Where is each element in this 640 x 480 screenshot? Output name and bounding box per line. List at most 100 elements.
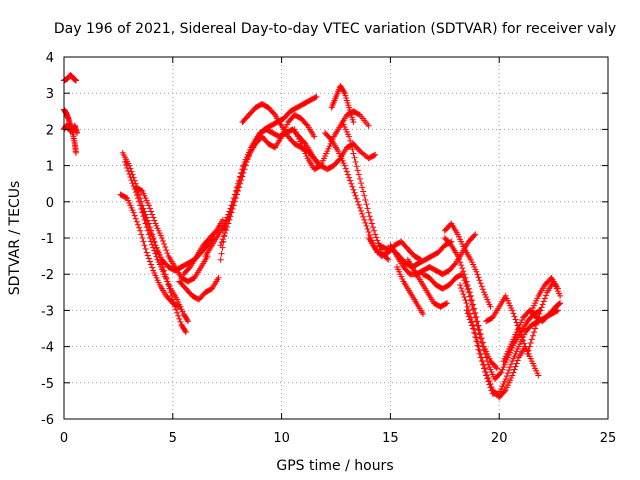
data-point-marker [508,361,515,368]
data-point-marker [471,305,478,312]
data-point-marker [512,316,519,323]
data-point-marker [130,209,137,216]
x-tick-label: 5 [169,431,177,446]
data-point-marker [488,387,495,394]
data-point-marker [520,337,527,344]
data-point-marker [327,136,334,143]
data-point-marker [125,168,132,175]
data-point-marker [505,367,512,374]
data-point-marker [150,236,157,243]
data-point-marker [464,303,471,310]
data-point-marker [475,274,482,281]
data-point-marker [151,239,158,246]
data-point-marker [346,133,353,140]
data-point-marker [176,303,183,310]
data-point-marker [363,201,370,208]
data-point-marker [350,150,357,157]
data-point-marker [158,235,165,241]
data-point-marker [356,204,363,211]
data-point-marker [487,303,494,310]
data-point-marker [139,206,146,213]
data-point-marker [349,183,356,190]
data-point-marker [464,310,471,317]
data-point-marker [474,318,481,325]
data-point-marker [340,88,347,95]
data-point-marker [356,175,363,182]
data-point-marker [175,303,182,310]
data-point-marker [459,288,466,295]
data-point-marker [145,202,152,209]
data-point-marker [131,212,138,219]
data-point-marker [462,297,469,304]
data-point-marker [554,285,561,292]
data-point-marker [487,384,494,391]
data-point-marker [478,335,485,342]
data-point-marker [138,187,145,194]
data-point-marker [482,368,489,375]
data-point-marker [364,225,371,232]
data-point-marker [219,244,226,251]
data-point-marker [524,350,531,357]
data-point-marker [312,94,319,101]
data-point-marker [152,250,159,257]
data-point-marker [148,230,155,237]
data-point-marker [351,154,358,161]
data-point-marker [451,261,458,268]
data-point-marker [470,301,477,308]
y-tick-label: 2 [46,123,54,138]
data-point-marker [476,350,483,357]
data-point-marker [176,315,183,322]
data-point-marker [472,333,479,340]
data-point-marker [140,209,147,216]
data-point-marker [457,259,464,266]
data-point-marker [343,168,350,175]
data-point-marker [463,278,470,285]
data-point-marker [373,234,380,241]
data-point-marker [346,174,353,181]
data-point-marker [143,249,150,256]
data-point-marker [470,325,477,332]
data-point-marker [316,163,323,170]
data-point-marker [230,198,237,205]
data-point-marker [363,222,370,229]
data-point-marker [372,151,379,158]
data-point-marker [557,300,564,307]
data-point-marker [467,292,474,299]
data-point-marker [141,212,148,219]
data-point-marker [368,220,375,227]
data-point-marker [555,301,562,308]
data-point-marker [311,133,318,140]
x-tick-label: 10 [273,431,290,446]
data-point-marker [358,207,365,214]
data-point-marker [535,314,542,321]
data-point-marker [512,363,519,370]
data-point-marker [360,213,367,220]
data-point-marker [222,226,229,233]
data-point-marker [238,170,245,177]
data-point-marker [367,216,374,223]
y-tick-label: 0 [46,196,54,211]
data-point-marker [540,298,547,305]
data-point-marker [142,215,149,222]
data-point-marker [123,161,130,168]
data-point-marker [471,329,478,336]
data-point-marker [182,329,189,336]
data-point-marker [341,162,348,169]
data-point-marker [504,370,511,377]
data-point-marker [365,122,372,129]
data-point-marker [233,187,240,194]
data-point-marker [220,238,227,245]
data-point-marker [145,224,152,231]
data-point-marker [369,224,376,231]
data-point-marker [464,282,471,289]
data-point-marker [236,184,243,191]
data-point-marker [461,271,468,278]
data-point-marker [140,238,147,245]
data-point-marker [477,280,484,287]
data-point-marker [350,119,357,126]
data-point-marker [186,265,193,272]
data-point-marker [148,208,155,215]
data-point-marker [365,228,372,235]
data-point-marker [353,195,360,202]
y-tick-label: 4 [46,51,54,66]
